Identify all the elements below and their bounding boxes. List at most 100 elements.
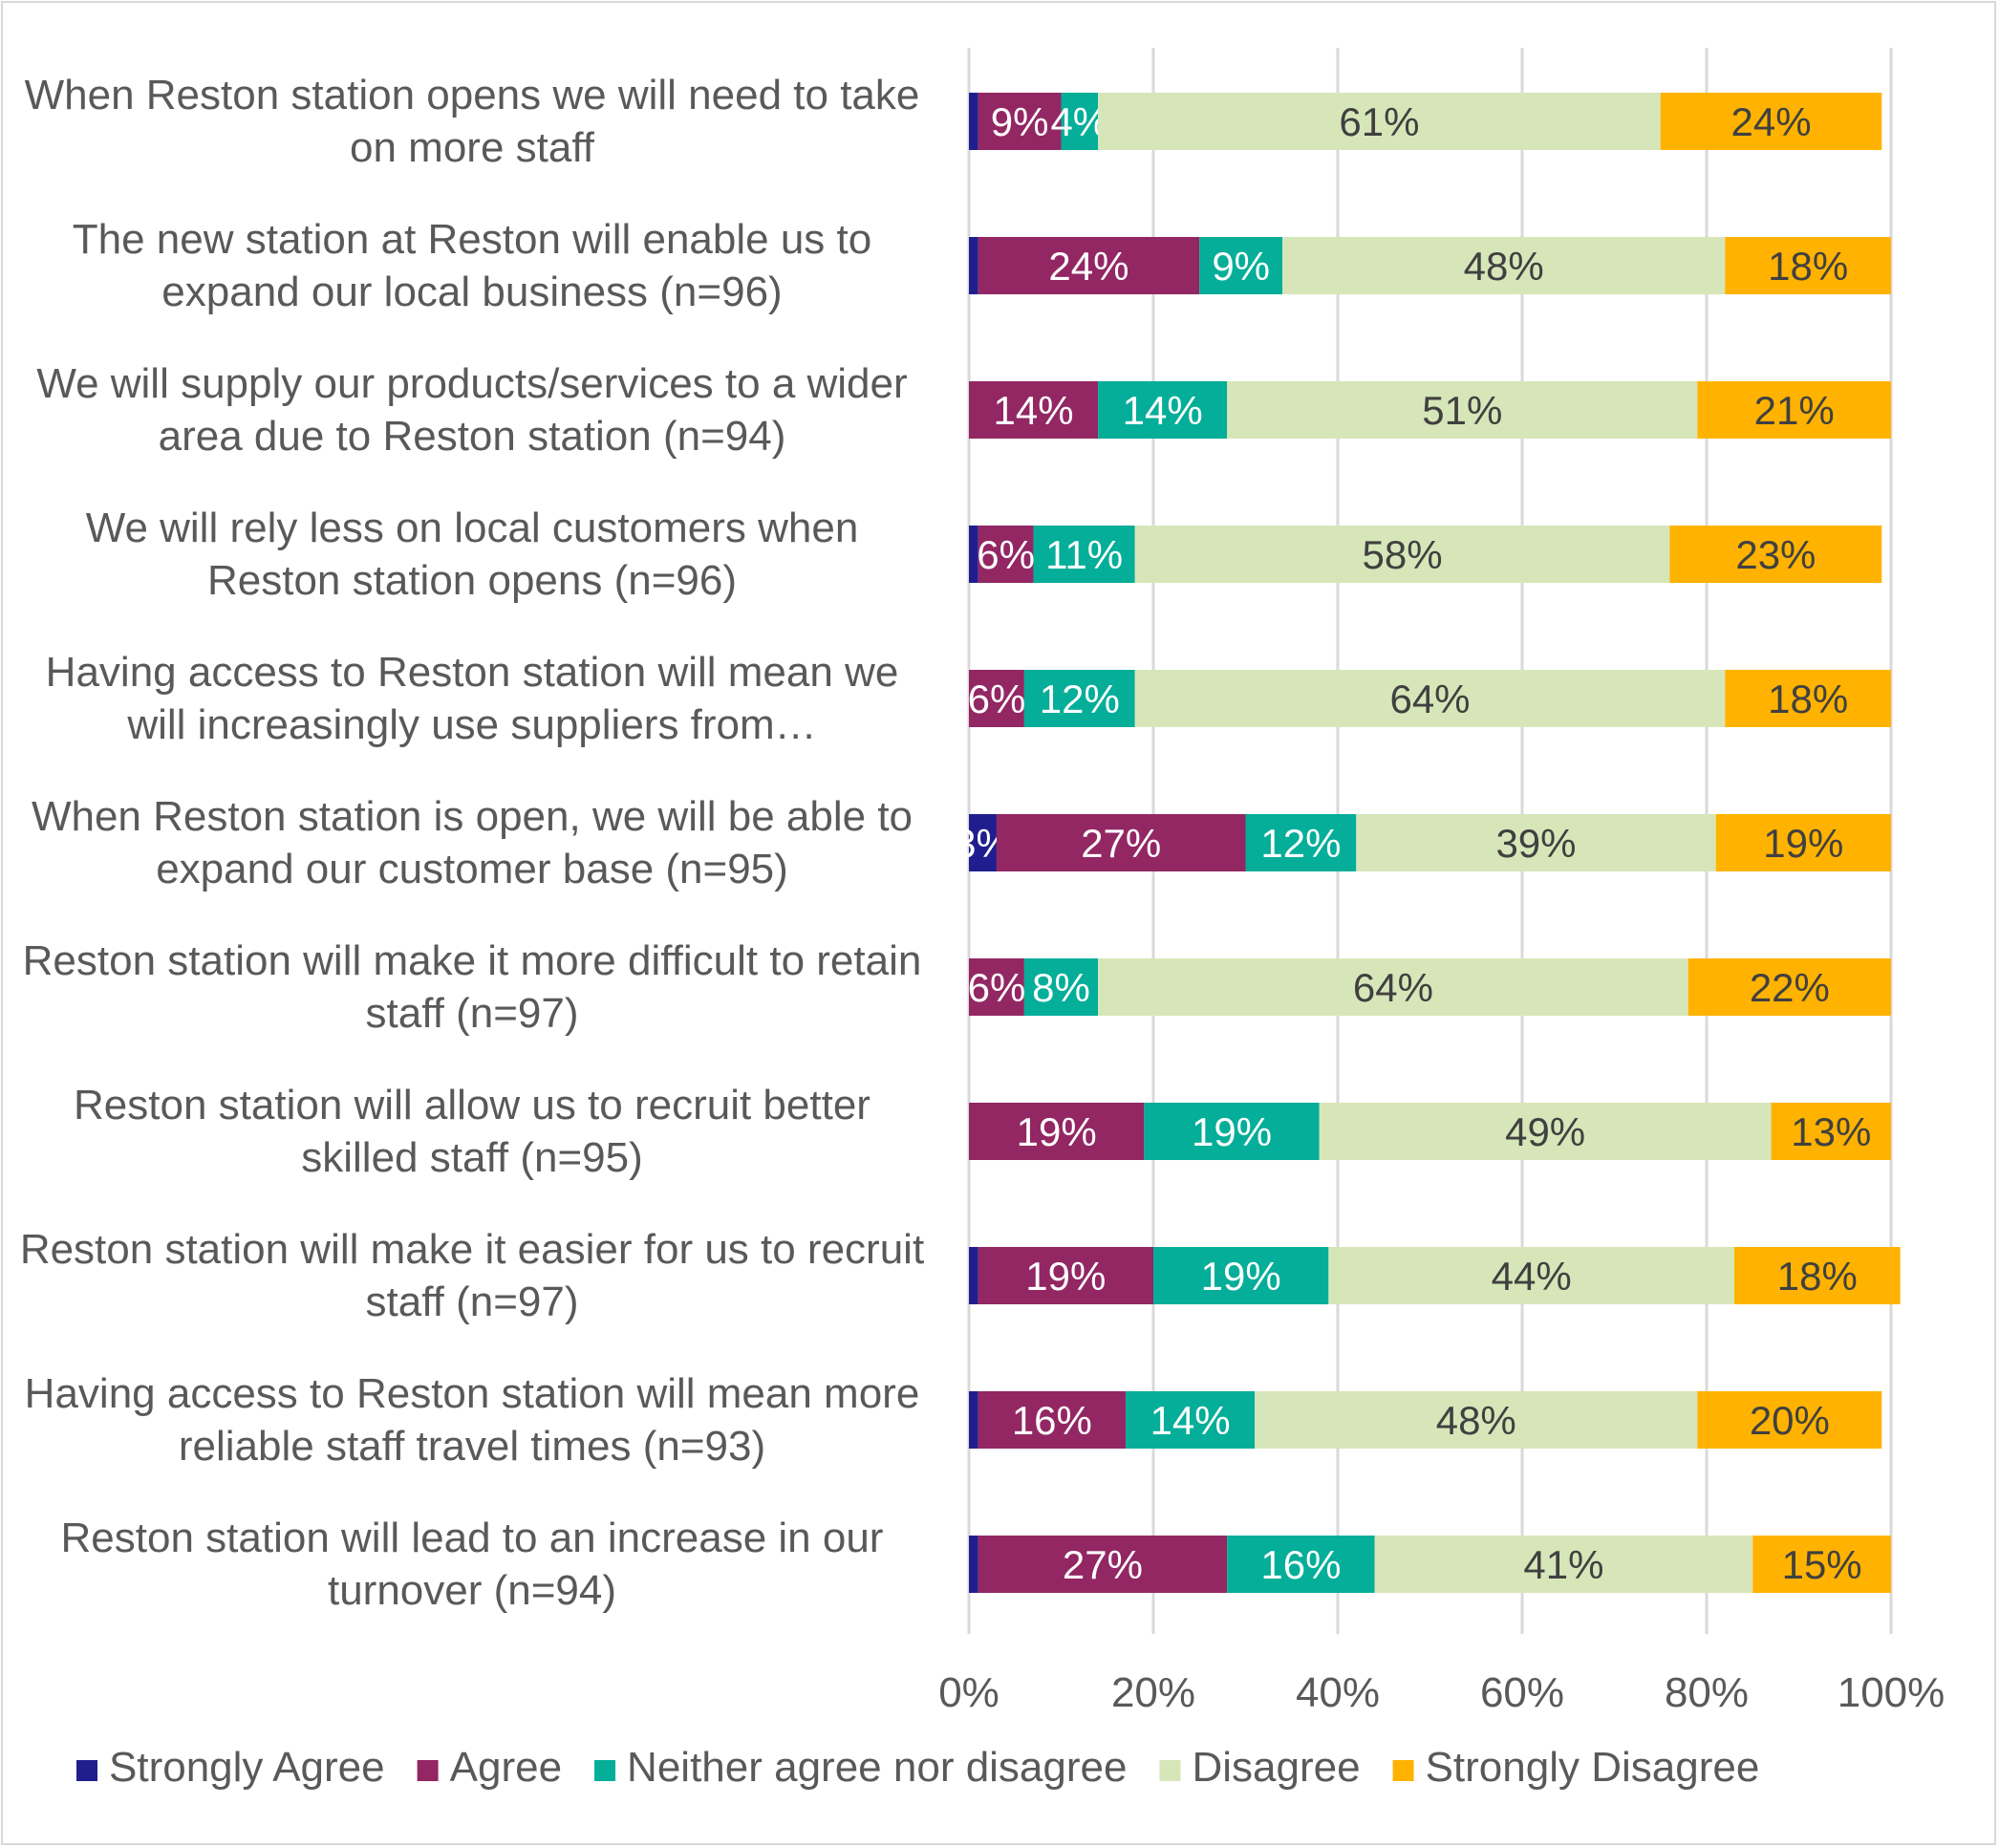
bar-segment [969,1247,978,1304]
data-label: 16% [1012,1398,1092,1443]
bar-segment [1134,526,1670,583]
data-label: 19% [1192,1109,1272,1154]
legend-entry: Agree [450,1744,562,1791]
bar-segment [1061,93,1099,150]
data-label: 41% [1523,1542,1603,1587]
bar-segment [1245,814,1357,871]
bar-segment [969,381,1099,439]
category-label: Having access to Reston station will mea… [45,649,899,748]
bar-segment [1227,381,1698,439]
legend-entry: Strongly Disagree [1426,1744,1760,1791]
data-label: 18% [1768,244,1848,289]
data-label: 24% [1731,99,1812,144]
category-label: When Reston station is open, we will be … [31,793,914,892]
bar-segment [1697,381,1891,439]
category-label: We will supply our products/services to … [36,360,908,460]
data-label: 19% [1017,1109,1097,1154]
bar-segment [978,237,1200,294]
data-label: 13% [1791,1109,1871,1154]
data-label: 16% [1260,1542,1341,1587]
data-label: 19% [1025,1254,1106,1299]
bar-segment [969,1103,1145,1160]
bar-segment [1669,526,1882,583]
data-label: 48% [1436,1398,1516,1443]
bar-segment [1319,1103,1772,1160]
data-label: 9% [1212,244,1270,289]
bar-segment [969,670,1024,727]
category-label: Reston station will allow us to recruit … [74,1082,871,1181]
category-label: Reston station will lead to an increase … [60,1515,884,1614]
data-label: 27% [1063,1542,1143,1587]
bar-segment [1153,1247,1329,1304]
bar-segment [1023,958,1099,1016]
data-label: 9% [991,99,1049,144]
x-tick-label: 20% [1111,1669,1195,1716]
data-label: 58% [1363,532,1443,577]
bar-segment [969,526,978,583]
category-label: When Reston station opens we will need t… [24,72,920,171]
data-label: 8% [1032,965,1090,1010]
data-label: 48% [1464,244,1544,289]
x-tick-label: 80% [1665,1669,1749,1716]
bar-segment [1282,237,1726,294]
data-label: 49% [1505,1109,1585,1154]
legend-swatch [76,1760,97,1781]
category-label: Having access to Reston station will mea… [24,1370,920,1470]
bar-segment [1023,670,1135,727]
bar-segment [1255,1391,1698,1449]
bar-segment [1126,1391,1256,1449]
legend-swatch [1392,1760,1414,1781]
data-label: 44% [1492,1254,1572,1299]
legend-entry: Neither agree nor disagree [627,1744,1127,1791]
bar-segment [1144,1103,1320,1160]
bar-segment [978,1247,1153,1304]
legend-entry: Strongly Agree [109,1744,385,1791]
bar-segment [978,1536,1228,1593]
data-label: 61% [1339,99,1419,144]
bar-segment [1687,958,1891,1016]
data-label: 23% [1735,532,1816,577]
data-label: 21% [1754,388,1835,433]
bar-segment [969,958,1024,1016]
bar-segment [1725,237,1891,294]
data-label: 12% [1260,821,1341,866]
bar-segment [978,93,1062,150]
data-label: 14% [1150,1398,1231,1443]
bar-segment [1356,814,1716,871]
legend-entry: Disagree [1192,1744,1360,1791]
category-label: We will rely less on local customers whe… [85,505,859,604]
bar-segment [969,1391,978,1449]
bar-segment [1752,1536,1891,1593]
bar-segment [1134,670,1726,727]
bar-segment [1328,1247,1734,1304]
x-tick-label: 60% [1480,1669,1564,1716]
bar-segment [1227,1536,1375,1593]
bar-segment [978,1391,1127,1449]
bar-segment [1098,93,1661,150]
x-tick-label: 100% [1838,1669,1945,1716]
bar-segment [969,237,978,294]
data-label: 6% [977,532,1035,577]
bar-segment [1733,1247,1901,1304]
data-label: 6% [968,965,1026,1010]
data-label: 64% [1353,965,1433,1010]
bar-segment [1771,1103,1891,1160]
legend-swatch [1159,1760,1181,1781]
bar-segment [996,814,1246,871]
data-label: 51% [1422,388,1502,433]
data-label: 14% [994,388,1074,433]
bar-segment [1374,1536,1753,1593]
category-label: The new station at Reston will enable us… [72,216,872,315]
data-label: 27% [1081,821,1161,866]
legend-swatch [594,1760,616,1781]
bar-segment [1715,814,1891,871]
data-label: 22% [1750,965,1830,1010]
data-label: 64% [1389,677,1470,721]
bar-segment [969,1536,978,1593]
x-tick-label: 40% [1296,1669,1380,1716]
data-label: 20% [1750,1398,1830,1443]
data-label: 19% [1201,1254,1281,1299]
data-label: 39% [1495,821,1576,866]
